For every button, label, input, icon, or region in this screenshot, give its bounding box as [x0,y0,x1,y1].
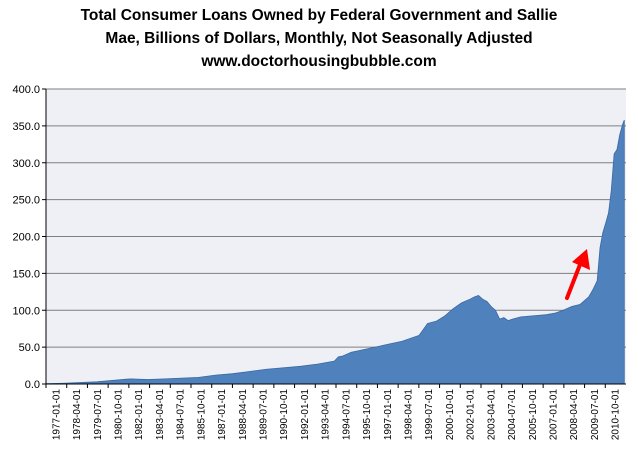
series-area [45,119,625,385]
x-tick-label-23: 2005-10-01 [528,389,539,441]
x-tick-label-11: 1990-10-01 [279,389,290,441]
x-tick-label-24: 2007-01-01 [549,389,560,441]
x-tick-label-25: 2008-04-01 [569,389,580,441]
x-tick-label-12: 1992-01-01 [300,389,311,441]
y-tick-label-2: 100.0 [12,305,40,317]
x-tick-label-17: 1998-04-01 [404,389,415,441]
x-tick-label-4: 1982-01-01 [134,389,145,441]
chart-title-line-3: www.doctorhousingbubble.com [201,53,437,70]
x-tick-label-26: 2009-07-01 [590,389,601,441]
annotation-arrow-head [572,249,590,270]
y-tick-label-4: 200.0 [12,232,40,244]
x-tick-label-10: 1989-07-01 [259,389,270,441]
chart-title-line-1: Total Consumer Loans Owned by Federal Go… [80,7,558,24]
y-tick-label-6: 300.0 [12,158,40,170]
chart-title-line-2: Mae, Billions of Dollars, Monthly, Not S… [105,30,533,47]
x-tick-label-27: 2010-10-01 [611,389,622,441]
x-tick-label-18: 1999-07-01 [424,389,435,441]
y-tick-label-3: 150.0 [12,268,40,280]
y-tick-label-8: 400.0 [12,84,40,96]
x-tick-label-5: 1983-04-01 [155,389,166,441]
annotation-arrow-shaft [565,260,583,300]
y-tick-label-1: 50.0 [19,342,40,354]
y-tick-label-7: 350.0 [12,121,40,133]
x-tick-label-9: 1988-04-01 [238,389,249,441]
x-tick-label-3: 1980-10-01 [114,389,125,441]
x-tick-label-14: 1994-07-01 [341,389,352,441]
x-tick-label-6: 1984-07-01 [176,389,187,441]
x-tick-label-13: 1993-04-01 [321,389,332,441]
x-tick-label-1: 1978-04-01 [72,389,83,441]
x-tick-label-22: 2004-07-01 [507,389,518,441]
x-tick-label-20: 2002-01-01 [466,389,477,441]
x-tick-label-2: 1979-07-01 [93,389,104,441]
x-tick-label-7: 1985-10-01 [196,389,207,441]
x-tick-label-21: 2003-04-01 [486,389,497,441]
y-tick-label-5: 250.0 [12,195,40,207]
x-tick-label-0: 1977-01-01 [51,389,62,441]
x-tick-label-16: 1997-01-01 [383,389,394,441]
x-tick-label-8: 1987-01-01 [217,389,228,441]
y-tick-label-0: 0.0 [25,379,40,391]
x-tick-label-15: 1995-10-01 [362,389,373,441]
x-tick-label-19: 2000-10-01 [445,389,456,441]
